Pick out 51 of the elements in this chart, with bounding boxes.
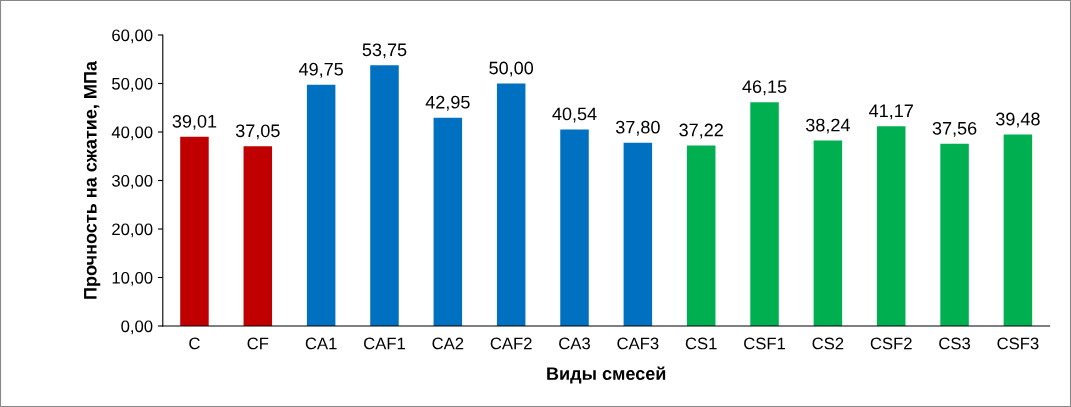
data-label: 50,00 [489,61,534,77]
data-label: 39,01 [172,114,217,130]
x-axis-title: Виды смесей [547,366,666,384]
bar [813,140,843,327]
data-label: 37,56 [932,121,977,137]
y-tick-label: 30,00 [112,174,153,189]
x-tick-label: CSF3 [997,337,1039,350]
y-tick-label: 10,00 [112,271,153,286]
bar [560,129,589,327]
x-tick-label: CA1 [305,337,337,350]
data-label: 46,15 [742,80,787,96]
bar [750,102,779,327]
x-tick-label: CS1 [685,337,717,350]
bar [496,83,526,327]
bar [180,136,209,327]
bar [686,145,716,327]
data-label: 53,75 [362,43,407,59]
y-tick-label: 0,00 [121,320,153,335]
x-tick-label: CAF1 [364,337,405,350]
bar [370,65,399,327]
data-label: 39,48 [996,112,1040,128]
x-tick-label: CSF2 [870,337,912,350]
bar [876,126,906,327]
x-tick-label: CA3 [559,337,590,350]
data-label: 41,17 [869,104,913,120]
x-tick-label: CF [247,337,269,350]
data-label: 37,80 [615,120,660,136]
bar [1003,134,1033,327]
y-tick-label: 50,00 [112,77,153,92]
x-tick-label: CS2 [812,337,844,350]
x-tick-label: C [189,337,200,350]
x-tick-label: CAF2 [490,337,532,350]
data-label: 42,95 [425,95,470,111]
data-label: 40,54 [552,107,597,123]
data-label: 37,22 [679,123,723,139]
x-tick-label: CSF1 [744,337,786,350]
bar [306,84,336,327]
x-tick-label: CS3 [939,337,971,350]
y-axis-title: Прочность на сжатие, МПа [84,60,101,299]
y-tick-label: 60,00 [112,29,153,44]
x-tick-label: CA2 [432,337,464,350]
bar [433,117,463,327]
data-label: 49,75 [298,62,343,78]
x-tick-label: CAF3 [617,337,659,350]
data-label: 37,05 [235,124,280,140]
bar [940,143,969,327]
bar [243,146,273,327]
bar [623,142,653,327]
y-tick-label: 20,00 [112,223,153,238]
data-label: 38,24 [805,118,850,134]
y-tick-label: 40,00 [111,126,153,141]
